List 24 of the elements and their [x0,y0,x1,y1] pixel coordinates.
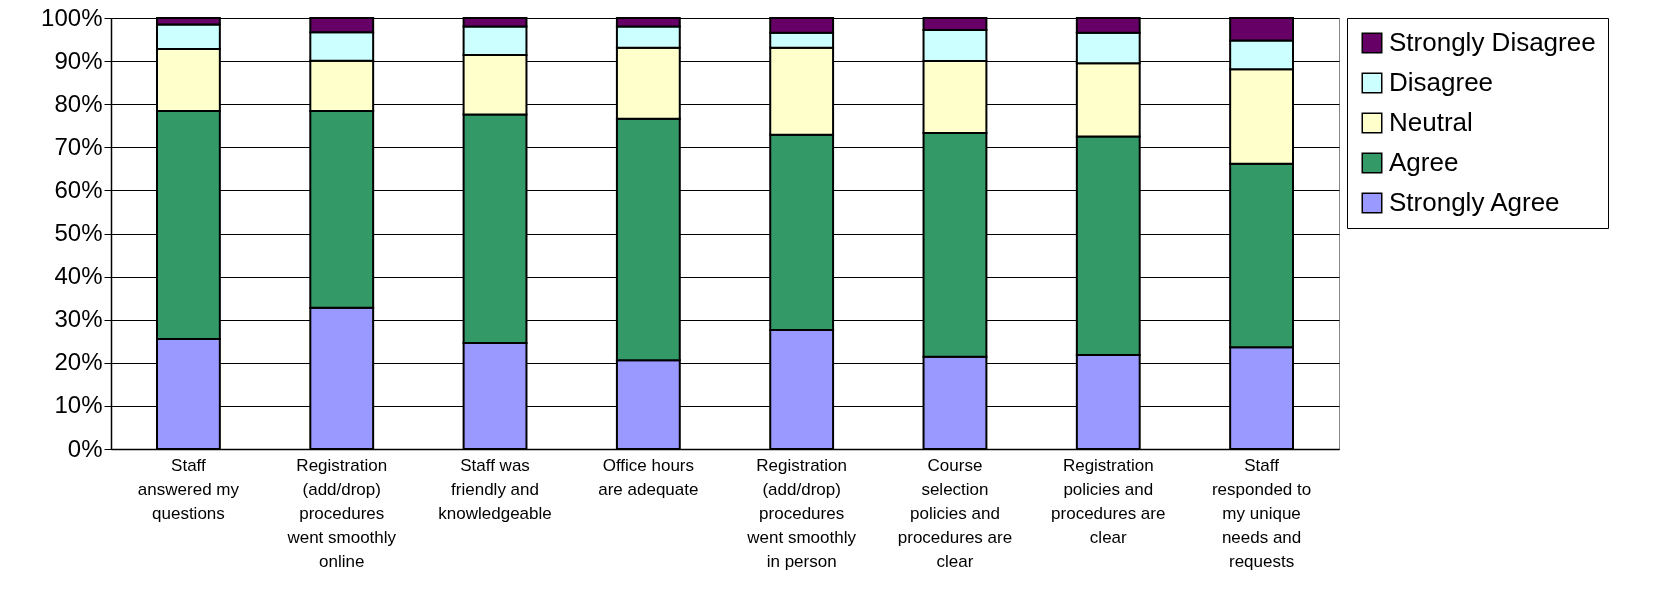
legend-label: Disagree [1389,67,1494,97]
x-tick-label: Registration (add/drop) procedures went smoothly in person [746,455,857,571]
x-tick-label: Office hours are adequate [598,455,699,499]
y-tick-label: 90% [54,46,103,74]
y-tick-label: 50% [54,219,103,246]
legend-label: Agree [1389,147,1459,177]
x-tick-label: Registration (add/drop) procedures went smoothly online [286,455,397,571]
legend-label: Neutral [1389,107,1473,137]
y-tick-label: 10% [54,391,103,419]
x-tick-label: Staff answered my questions [137,455,240,523]
legend-label: Strongly Agree [1389,187,1560,217]
legend-label: Strongly Disagree [1389,27,1596,57]
x-tick-label: Staff was friendly and knowledgeable [438,455,552,523]
y-tick-label: 100% [41,3,103,31]
y-tick-label: 40% [54,262,103,290]
y-tick-label: 80% [54,89,103,117]
x-tick-label: Course selection policies and procedures are clear [897,455,1013,571]
y-tick-label: 30% [54,305,103,333]
y-tick-label: 60% [54,175,103,203]
x-tick-label: Registration policies and procedures are clear [1051,455,1166,547]
y-tick-label: 0% [67,434,103,462]
y-tick-label: 20% [54,348,103,376]
y-tick-label: 70% [54,132,103,160]
x-tick-label: Staff responded to my unique needs and requests [1211,455,1312,571]
